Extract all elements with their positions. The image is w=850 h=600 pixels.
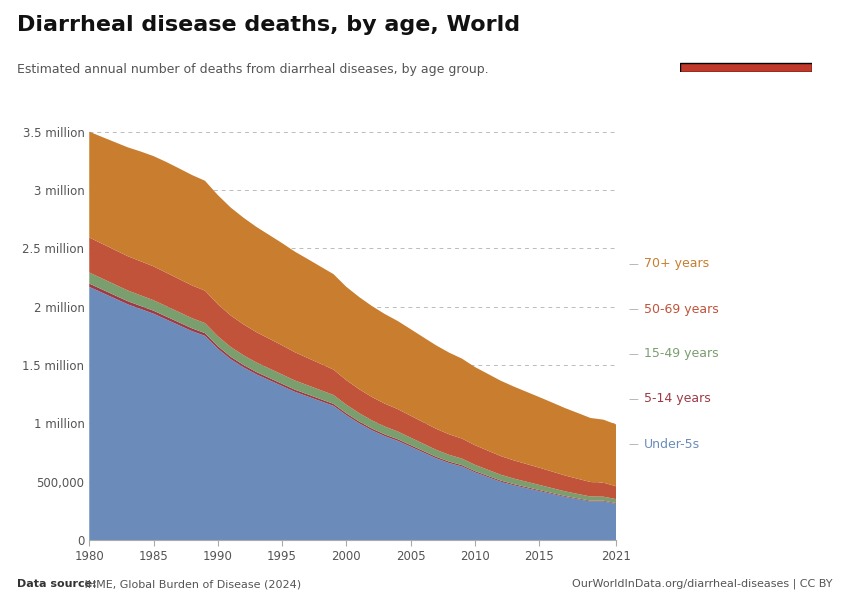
- Text: Under-5s: Under-5s: [644, 437, 700, 451]
- Text: Our World
in Data: Our World in Data: [716, 26, 775, 49]
- Text: Data source:: Data source:: [17, 579, 97, 589]
- Text: 15-49 years: 15-49 years: [644, 347, 719, 361]
- Text: 70+ years: 70+ years: [644, 257, 710, 271]
- Text: —: —: [629, 394, 638, 404]
- Text: Diarrheal disease deaths, by age, World: Diarrheal disease deaths, by age, World: [17, 15, 520, 35]
- Text: Estimated annual number of deaths from diarrheal diseases, by age group.: Estimated annual number of deaths from d…: [17, 63, 489, 76]
- Text: 5-14 years: 5-14 years: [644, 392, 711, 406]
- Text: —: —: [629, 349, 638, 359]
- Text: —: —: [629, 259, 638, 269]
- Text: 50-69 years: 50-69 years: [644, 302, 719, 316]
- Text: IHME, Global Burden of Disease (2024): IHME, Global Burden of Disease (2024): [81, 579, 301, 589]
- Text: OurWorldInData.org/diarrheal-diseases | CC BY: OurWorldInData.org/diarrheal-diseases | …: [573, 578, 833, 589]
- Text: —: —: [629, 304, 638, 314]
- Text: —: —: [629, 439, 638, 449]
- FancyBboxPatch shape: [680, 64, 812, 72]
